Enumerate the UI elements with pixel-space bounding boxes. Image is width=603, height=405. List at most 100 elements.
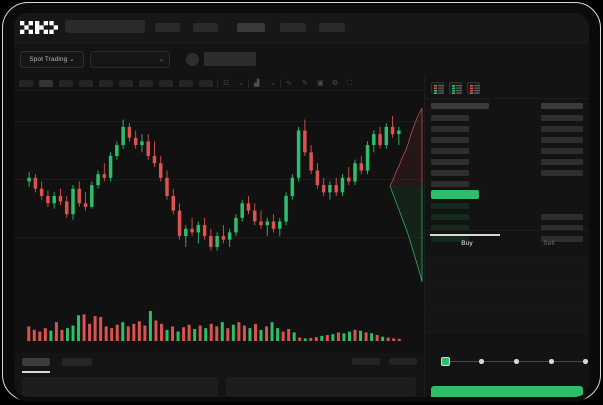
timeframe-btn-4[interactable] <box>79 80 93 87</box>
orderbook-last-price <box>431 190 479 199</box>
orderbook-bid-size <box>541 214 583 220</box>
market-type-dropdown[interactable]: Spot Trading ⌄ <box>20 51 84 68</box>
market-type-label: Spot Trading <box>29 56 68 63</box>
tab-open-orders[interactable] <box>22 358 50 366</box>
timeframe-btn-6[interactable] <box>119 80 133 87</box>
order-book-panel: Buy Sell <box>424 76 589 397</box>
orders-card-right[interactable] <box>226 377 416 397</box>
chevron-down-icon-pair: ⌄ <box>158 57 164 63</box>
slider-stop-75[interactable] <box>549 359 554 364</box>
orderbook-ask-row[interactable] <box>431 170 469 176</box>
toolbar-divider-2 <box>248 79 249 88</box>
tab-order-history[interactable] <box>62 358 92 366</box>
market-subheader: Spot Trading ⌄ ⌄ <box>14 44 589 103</box>
chart-gridline-1 <box>14 121 424 122</box>
timeframe-btn-1[interactable] <box>19 80 33 87</box>
orderbook-ask-row[interactable] <box>431 148 469 154</box>
order-book-rows[interactable] <box>425 99 589 242</box>
order-form-tabs: Buy Sell <box>425 231 589 257</box>
chart-gridline-3 <box>14 237 424 238</box>
timeframe-btn-8[interactable] <box>159 80 173 87</box>
depth-chart-overlay <box>389 108 423 283</box>
orderbook-ask-size <box>541 115 583 121</box>
volume-histogram <box>14 301 424 353</box>
top-navigation-bar <box>14 13 589 44</box>
settings-icon[interactable]: ⚙ <box>332 80 339 87</box>
slider-handle[interactable] <box>441 357 450 366</box>
order-price-field[interactable] <box>425 283 589 307</box>
slider-stop-100[interactable] <box>583 359 588 364</box>
orderbook-col-price <box>431 103 489 109</box>
orders-action-1[interactable] <box>352 358 380 365</box>
timeframe-btn-5[interactable] <box>99 80 113 87</box>
coin-avatar <box>186 53 199 66</box>
chart-type-icon[interactable]: ▟ <box>254 80 260 87</box>
orderbook-bid-row[interactable] <box>431 225 469 231</box>
orderbook-ask-row[interactable] <box>431 126 469 132</box>
nav-item-5[interactable] <box>319 23 345 32</box>
pencil-icon[interactable]: ✎ <box>302 80 308 87</box>
order-amount-field[interactable] <box>425 308 589 332</box>
slider-stop-50[interactable] <box>514 359 519 364</box>
order-book-header <box>425 76 589 99</box>
line-chart-icon[interactable]: ∿ <box>286 80 292 87</box>
orderbook-bid-size <box>541 236 583 242</box>
orderbook-ask-size <box>541 126 583 132</box>
tab-sell[interactable]: Sell <box>543 240 555 247</box>
global-search-input[interactable] <box>65 20 145 33</box>
orders-action-2[interactable] <box>389 358 417 365</box>
fullscreen-icon[interactable]: ⛶ <box>347 80 352 87</box>
candlestick-chart[interactable] <box>14 91 424 301</box>
orderbook-bid-row[interactable] <box>431 236 469 242</box>
volume-series <box>27 311 401 341</box>
camera-icon[interactable]: ▣ <box>317 80 324 87</box>
pair-name-label <box>204 52 256 66</box>
orderbook-mode-bids[interactable] <box>449 82 462 94</box>
timeframe-btn-9[interactable] <box>179 80 193 87</box>
orders-card-left[interactable] <box>22 377 218 397</box>
nav-item-2[interactable] <box>193 23 218 32</box>
order-form-divider-4 <box>425 332 589 333</box>
orderbook-mode-asks[interactable] <box>467 82 480 94</box>
order-form-divider-3 <box>425 307 589 308</box>
orderbook-ask-size <box>541 159 583 165</box>
orderbook-bid-size <box>541 225 583 231</box>
orderbook-bid-row[interactable] <box>431 203 469 209</box>
active-tab-underline <box>22 371 50 373</box>
orderbook-ask-size <box>541 170 583 176</box>
order-form-divider-2 <box>425 282 589 283</box>
orderbook-ask-row[interactable] <box>431 115 469 121</box>
orderbook-mode-both[interactable] <box>431 82 444 94</box>
chevron-down-icon-1[interactable]: ⌄ <box>238 80 244 87</box>
order-type-field[interactable] <box>425 258 589 282</box>
okx-trading-app: Spot Trading ⌄ ⌄ <box>14 13 589 397</box>
candle-series <box>27 115 401 251</box>
orderbook-ask-row[interactable] <box>431 159 469 165</box>
toolbar-divider-3 <box>280 79 281 88</box>
nav-item-1[interactable] <box>155 23 180 32</box>
orderbook-bid-row[interactable] <box>431 214 469 220</box>
orders-panel <box>14 353 424 397</box>
okx-logo[interactable] <box>20 21 58 34</box>
nav-item-3[interactable] <box>237 23 265 32</box>
chart-gridline-2 <box>14 179 424 180</box>
submit-buy-button[interactable] <box>431 386 583 397</box>
timeframe-btn-2[interactable] <box>39 80 53 87</box>
chevron-down-icon-2[interactable]: ⌄ <box>270 80 276 87</box>
timeframe-btn-3[interactable] <box>59 80 73 87</box>
timeframe-btn-10[interactable] <box>199 80 213 87</box>
nav-item-4[interactable] <box>280 23 306 32</box>
orderbook-ask-row[interactable] <box>431 137 469 143</box>
chart-toolbar: ☳ ⌄ ▟ ⌄ ∿ ✎ ▣ ⚙ ⛶ <box>14 76 424 91</box>
timeframe-btn-7[interactable] <box>139 80 153 87</box>
trading-pair-select[interactable]: ⌄ <box>90 51 170 68</box>
slider-stop-25[interactable] <box>479 359 484 364</box>
chevron-down-icon: ⌄ <box>69 57 75 63</box>
orderbook-divider <box>425 230 589 231</box>
orderbook-ask-size <box>541 148 583 154</box>
orderbook-ask-row[interactable] <box>431 181 469 187</box>
tab-buy[interactable]: Buy <box>461 240 473 247</box>
indicators-icon[interactable]: ☳ <box>223 80 230 87</box>
orderbook-col-size <box>541 103 583 109</box>
